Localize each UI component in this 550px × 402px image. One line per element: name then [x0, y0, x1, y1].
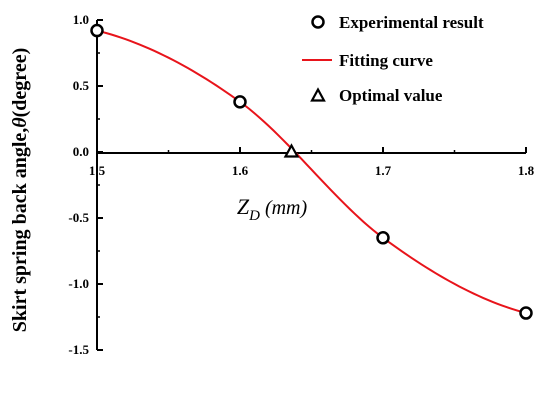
- legend-label-optimal: Optimal value: [339, 86, 443, 105]
- experimental-point: [519, 306, 533, 320]
- axis-titles: ZD (mm) Skirt spring back angle,θ(degree): [9, 48, 307, 332]
- y-tick-label: 0.5: [73, 78, 90, 93]
- fitting-curve-layer: [96, 29, 527, 315]
- y-axis-title-text: Skirt spring back angle,: [9, 128, 31, 332]
- x-axis-title-main: Z: [237, 194, 250, 219]
- x-axis-title: ZD (mm): [237, 194, 308, 224]
- fitting-curve-line: [96, 29, 527, 315]
- y-tick-label: -1.0: [68, 276, 89, 291]
- legend-triangle-marker: [310, 87, 326, 102]
- experimental-point: [376, 231, 390, 245]
- y-axis-title-unit: (degree): [9, 48, 31, 118]
- legend: Experimental result Fitting curve Optimal …: [302, 13, 484, 105]
- legend-circle-marker: [311, 15, 325, 29]
- x-axis-title-subscript: D: [248, 208, 260, 224]
- y-tick-label: 0.0: [73, 144, 89, 159]
- y-axis-title-symbol: θ: [9, 117, 31, 128]
- y-tick-label: -0.5: [68, 210, 89, 225]
- optimal-point: [283, 143, 300, 158]
- x-tick-label: 1.5: [89, 163, 106, 178]
- markers-layer: [90, 23, 533, 320]
- x-tick-label: 1.6: [232, 163, 249, 178]
- legend-label-fitting: Fitting curve: [339, 51, 433, 70]
- x-axis-title-unit: (mm): [260, 197, 308, 219]
- x-tick-label: 1.7: [375, 163, 392, 178]
- experimental-point: [233, 95, 247, 109]
- y-tick-label: 1.0: [73, 12, 89, 27]
- axes: 1.0 0.5 0.0 -0.5 -1.0 -1.5 1.5 1.6 1.7 1.8: [68, 12, 534, 357]
- y-tick-label: -1.5: [68, 342, 89, 357]
- x-tick-label: 1.8: [518, 163, 535, 178]
- y-axis-title: Skirt spring back angle,θ(degree): [9, 48, 31, 332]
- legend-label-experimental: Experimental result: [339, 13, 484, 32]
- experimental-point: [90, 23, 104, 38]
